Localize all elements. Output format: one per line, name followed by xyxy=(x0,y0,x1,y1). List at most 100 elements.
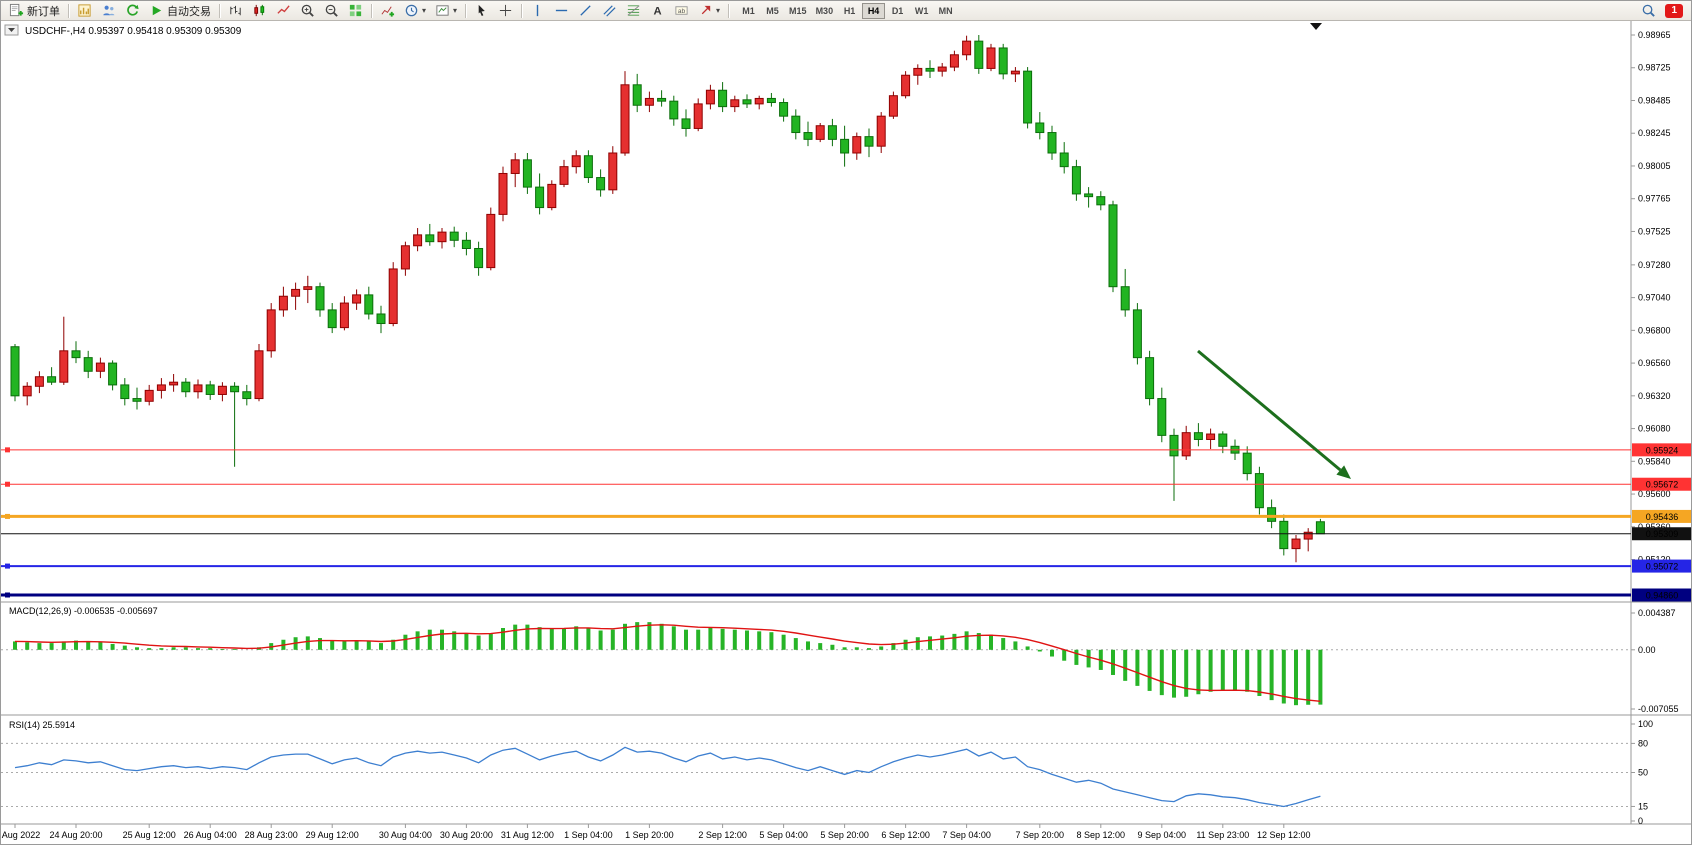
channel-button[interactable] xyxy=(598,2,621,19)
chart-canvas[interactable]: 0.98965 0.98725 0.98485 0.98245 0.98005 0.977… xyxy=(1,21,1692,845)
timeframe-h4-button[interactable]: H4 xyxy=(862,2,886,19)
line-handle[interactable] xyxy=(5,447,10,453)
candle xyxy=(327,309,337,329)
indicators-button[interactable] xyxy=(376,2,399,19)
profiles-button[interactable] xyxy=(97,2,120,19)
candle xyxy=(217,385,227,395)
timeframe-toolbar: M1 M5 M15 M30 H1 H4 D1 W1 MN xyxy=(737,2,957,19)
zoom-in-button[interactable] xyxy=(296,2,319,19)
text-button[interactable]: A xyxy=(646,2,669,19)
svg-text:30 Aug 20:00: 30 Aug 20:00 xyxy=(440,830,493,840)
fibonacci-button[interactable] xyxy=(622,2,645,19)
candle xyxy=(803,132,813,140)
candle xyxy=(779,102,789,117)
text-label-button[interactable]: ab xyxy=(670,2,693,19)
tile-windows-icon xyxy=(349,4,362,17)
candle xyxy=(34,376,44,387)
candle xyxy=(1303,531,1313,540)
candle xyxy=(1181,432,1191,457)
candle xyxy=(852,136,862,154)
svg-text:0.98005: 0.98005 xyxy=(1638,161,1671,171)
timeframe-m1-button[interactable]: M1 xyxy=(737,3,760,19)
candle xyxy=(95,362,105,372)
line-handle[interactable] xyxy=(5,592,10,598)
candle xyxy=(510,159,520,174)
svg-text:7 Sep 04:00: 7 Sep 04:00 xyxy=(942,830,991,840)
candle xyxy=(522,159,532,188)
candle xyxy=(71,350,81,359)
trend-arrow[interactable] xyxy=(1197,349,1342,472)
auto-trading-button[interactable]: 自动交易 xyxy=(145,2,215,19)
notification-badge[interactable]: 1 xyxy=(1665,3,1683,18)
candle xyxy=(1096,196,1106,206)
candle xyxy=(83,357,93,372)
price-badge xyxy=(1632,559,1691,573)
toolbar-separator xyxy=(219,3,220,18)
candle xyxy=(644,97,654,106)
timeframe-h1-button[interactable]: H1 xyxy=(838,3,861,19)
templates-button[interactable]: ▾ xyxy=(431,2,461,19)
search-button[interactable] xyxy=(1637,2,1660,19)
candle xyxy=(254,350,264,400)
candle xyxy=(1120,286,1130,311)
line-handle[interactable] xyxy=(5,513,10,519)
candlestick-chart-button[interactable] xyxy=(248,2,271,19)
bars-icon xyxy=(230,5,241,16)
chart-shift-marker[interactable] xyxy=(1310,23,1322,30)
toolbar-separator xyxy=(68,3,69,18)
candle xyxy=(657,97,667,102)
svg-text:11 Sep 23:00: 11 Sep 23:00 xyxy=(1196,830,1249,840)
new-order-button[interactable]: 新订单 xyxy=(5,2,64,19)
candle xyxy=(230,385,240,393)
svg-text:0.95600: 0.95600 xyxy=(1638,489,1671,499)
crosshair-icon xyxy=(499,4,512,17)
candle xyxy=(1071,166,1081,195)
candle xyxy=(498,172,508,215)
svg-text:15: 15 xyxy=(1638,801,1648,811)
candle xyxy=(876,115,886,147)
timeframe-w1-button[interactable]: W1 xyxy=(910,3,933,19)
bar-chart-button[interactable] xyxy=(224,2,247,19)
svg-text:1 Sep 04:00: 1 Sep 04:00 xyxy=(564,830,613,840)
chevron-down-icon: ▾ xyxy=(422,5,427,15)
candle xyxy=(547,183,557,209)
candle xyxy=(169,381,179,386)
periods-button[interactable]: ▾ xyxy=(400,2,430,19)
timeframe-m15-button[interactable]: M15 xyxy=(785,3,811,19)
line-handle[interactable] xyxy=(5,563,10,569)
vertical-line-button[interactable] xyxy=(526,2,549,19)
svg-text:0.96560: 0.96560 xyxy=(1638,358,1671,368)
candle xyxy=(925,67,935,72)
timeframe-mn-button[interactable]: MN xyxy=(934,3,957,19)
line-chart-button[interactable] xyxy=(272,2,295,19)
tile-windows-button[interactable] xyxy=(344,2,367,19)
auto-trading-label: 自动交易 xyxy=(167,5,211,18)
timeframe-d1-button[interactable]: D1 xyxy=(886,3,909,19)
zoom-out-button[interactable] xyxy=(320,2,343,19)
candle xyxy=(596,177,606,191)
text-label-icon: ab xyxy=(675,6,688,15)
horizontal-line-button[interactable] xyxy=(550,2,573,19)
candle xyxy=(461,239,471,249)
svg-text:100: 100 xyxy=(1638,719,1653,729)
timeframe-m30-button[interactable]: M30 xyxy=(812,3,838,19)
candle xyxy=(1169,434,1179,457)
candle xyxy=(156,384,166,391)
timeframe-m5-button[interactable]: M5 xyxy=(761,3,784,19)
horizontal-line-icon xyxy=(555,9,568,12)
cursor-button[interactable] xyxy=(470,2,493,19)
toolbar-separator xyxy=(465,3,467,18)
line-chart-icon xyxy=(277,5,290,14)
crosshair-button[interactable] xyxy=(494,2,517,19)
trendline-button[interactable] xyxy=(574,2,597,19)
candle xyxy=(1132,309,1142,359)
svg-text:0.98485: 0.98485 xyxy=(1638,95,1671,105)
market-watch-button[interactable] xyxy=(73,2,96,19)
refresh-button[interactable] xyxy=(121,2,144,19)
svg-text:0.95120: 0.95120 xyxy=(1638,555,1671,565)
candle xyxy=(901,74,911,97)
arrows-button[interactable]: ▾ xyxy=(694,2,724,19)
one-click-trading-toggle[interactable] xyxy=(4,24,19,36)
line-handle[interactable] xyxy=(5,481,10,487)
